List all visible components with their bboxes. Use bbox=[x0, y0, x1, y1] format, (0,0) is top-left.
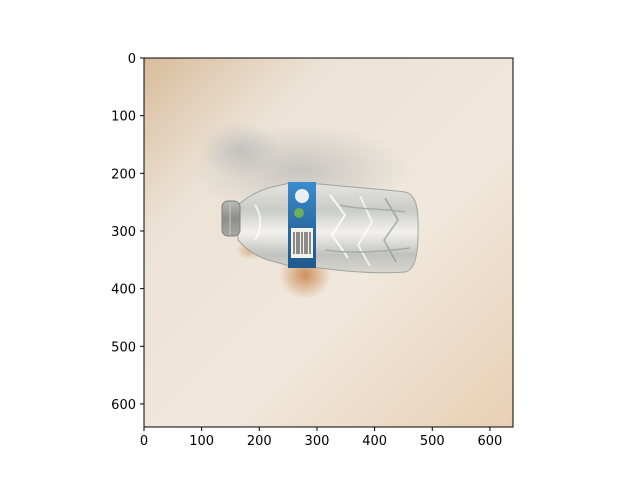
y-tick-label: 100 bbox=[111, 110, 136, 125]
y-tick-label: 200 bbox=[111, 167, 136, 182]
bottle-label bbox=[288, 182, 316, 268]
x-tick-label: 300 bbox=[305, 434, 330, 449]
bottle-photo bbox=[144, 58, 513, 427]
x-axis: 0 100 200 300 400 500 600 bbox=[140, 427, 502, 449]
bottle bbox=[237, 182, 419, 274]
x-tick-label: 500 bbox=[420, 434, 445, 449]
y-axis: 0 100 200 300 400 500 600 bbox=[111, 52, 144, 413]
y-tick-label: 500 bbox=[111, 340, 136, 355]
bottle-cap bbox=[221, 200, 241, 237]
y-tick-label: 300 bbox=[111, 225, 136, 240]
y-tick-label: 600 bbox=[111, 398, 136, 413]
y-tick-label: 0 bbox=[128, 52, 136, 67]
x-tick-label: 100 bbox=[189, 434, 214, 449]
x-tick-label: 600 bbox=[478, 434, 503, 449]
axes-frame bbox=[143, 57, 514, 428]
x-tick-label: 400 bbox=[362, 434, 387, 449]
x-tick-label: 200 bbox=[247, 434, 272, 449]
barcode bbox=[293, 232, 311, 254]
x-tick-label: 0 bbox=[140, 434, 148, 449]
y-tick-label: 400 bbox=[111, 283, 136, 298]
